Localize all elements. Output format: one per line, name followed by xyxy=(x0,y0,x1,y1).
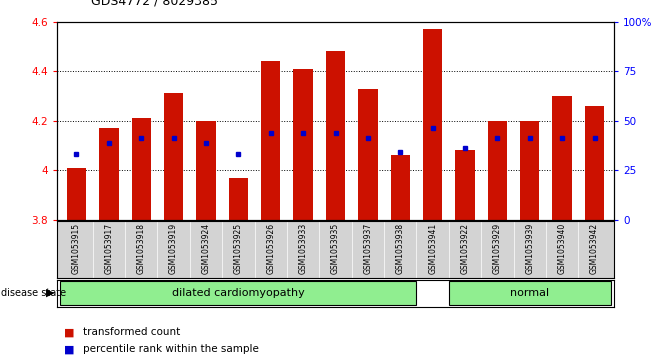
Bar xyxy=(99,128,119,220)
Bar xyxy=(66,168,86,220)
Text: GSM1053942: GSM1053942 xyxy=(590,223,599,274)
Text: percentile rank within the sample: percentile rank within the sample xyxy=(83,344,258,354)
Text: GSM1053917: GSM1053917 xyxy=(105,223,113,274)
Text: ■: ■ xyxy=(64,327,74,337)
Text: GSM1053937: GSM1053937 xyxy=(364,223,372,274)
Text: GSM1053938: GSM1053938 xyxy=(396,223,405,274)
Bar xyxy=(391,155,410,220)
Bar xyxy=(449,281,611,305)
Bar xyxy=(164,94,183,220)
Text: dilated cardiomyopathy: dilated cardiomyopathy xyxy=(172,288,305,298)
Bar xyxy=(293,69,313,220)
Text: GSM1053933: GSM1053933 xyxy=(299,223,307,274)
Text: GSM1053935: GSM1053935 xyxy=(331,223,340,274)
Text: GSM1053924: GSM1053924 xyxy=(201,223,211,274)
Bar xyxy=(326,52,345,220)
Text: ■: ■ xyxy=(64,344,74,354)
Bar xyxy=(520,121,539,220)
Text: disease state: disease state xyxy=(1,288,66,298)
Bar xyxy=(358,89,378,220)
Bar xyxy=(60,281,417,305)
Bar xyxy=(423,29,442,220)
Text: GSM1053918: GSM1053918 xyxy=(137,223,146,274)
Bar xyxy=(229,178,248,220)
Text: GSM1053926: GSM1053926 xyxy=(266,223,275,274)
Text: GSM1053941: GSM1053941 xyxy=(428,223,437,274)
Text: GSM1053929: GSM1053929 xyxy=(493,223,502,274)
Text: transformed count: transformed count xyxy=(83,327,180,337)
Text: GSM1053925: GSM1053925 xyxy=(234,223,243,274)
Text: GDS4772 / 8029385: GDS4772 / 8029385 xyxy=(91,0,217,7)
Text: GSM1053940: GSM1053940 xyxy=(558,223,566,274)
Bar xyxy=(132,118,151,220)
Text: GSM1053939: GSM1053939 xyxy=(525,223,534,274)
Text: GSM1053922: GSM1053922 xyxy=(460,223,470,274)
Text: GSM1053919: GSM1053919 xyxy=(169,223,178,274)
Bar xyxy=(196,121,215,220)
Bar xyxy=(488,121,507,220)
Text: ▶: ▶ xyxy=(46,288,54,298)
Bar xyxy=(261,61,280,220)
Bar xyxy=(456,150,474,220)
Text: normal: normal xyxy=(510,288,550,298)
Bar xyxy=(552,96,572,220)
Bar xyxy=(585,106,605,220)
Text: GSM1053915: GSM1053915 xyxy=(72,223,81,274)
